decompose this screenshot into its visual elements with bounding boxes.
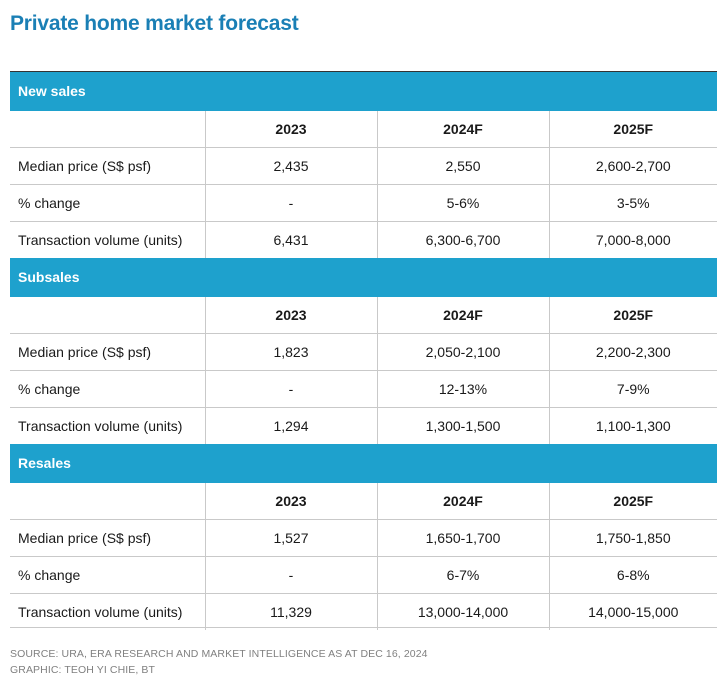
row-label: Median price (S$ psf) — [10, 333, 205, 371]
year-header-row: 2023 2024F 2025F — [10, 482, 718, 520]
year-header-cell: 2023 — [204, 110, 377, 148]
value-cell: 1,527 — [204, 519, 377, 557]
value-cell: 7,000-8,000 — [548, 221, 718, 258]
table-row: Median price (S$ psf) 2,435 2,550 2,600-2,7… — [10, 147, 718, 185]
year-header-cell: 2024F — [376, 482, 549, 520]
row-label: % change — [10, 370, 205, 408]
value-cell: 14,000-15,000 — [548, 593, 718, 630]
value-cell: 1,750-1,850 — [548, 519, 718, 557]
forecast-table-container: New sales 2023 2024F 2025F Median price (S$ … — [10, 71, 718, 630]
row-label: Transaction volume (units) — [18, 417, 183, 434]
value-cell: 2,600-2,700 — [548, 147, 718, 185]
table-row: Transaction volume (units) 6,431 6,300-6,7… — [10, 221, 718, 258]
graphic-credit: GRAPHIC: TEOH YI CHIE, BT — [10, 664, 156, 676]
value-cell: 3-5% — [548, 184, 718, 222]
year-header-row: 2023 2024F 2025F — [10, 110, 718, 148]
page-title: Private home market forecast — [10, 12, 299, 35]
year-header-cell: 2024F — [376, 296, 549, 334]
value-cell: 1,100-1,300 — [548, 407, 718, 444]
section-header-row: Subsales — [10, 258, 718, 297]
table-row: Median price (S$ psf) 1,823 2,050-2,100 2,2… — [10, 333, 718, 371]
row-label: % change — [10, 184, 205, 222]
year-header-cell: 2023 — [204, 296, 377, 334]
value-cell: 1,650-1,700 — [376, 519, 549, 557]
section-title: Resales — [10, 444, 718, 483]
value-cell: - — [204, 184, 377, 222]
table-row: % change -12-13% 7-9% — [10, 370, 718, 408]
section-title: New sales — [10, 72, 718, 111]
value-cell: 2,435 — [204, 147, 377, 185]
table-row: Transaction volume (units) 1,294 1,300-1,5… — [10, 407, 718, 444]
section-header-row: Resales — [10, 444, 718, 483]
value-cell: 2,050-2,100 — [376, 333, 549, 371]
year-header-row: 2023 2024F 2025F — [10, 296, 718, 334]
value-cell: 7-9% — [548, 370, 718, 408]
forecast-table: New sales 2023 2024F 2025F Median price (S$ … — [10, 72, 718, 630]
header-blank-cell — [10, 110, 205, 148]
footer: SOURCE: URA, ERA RESEARCH AND MARKET INT… — [10, 646, 428, 678]
table-row: Median price (S$ psf) 1,527 1,650-1,700 1,7… — [10, 519, 718, 557]
section-header-row: New sales — [10, 72, 718, 111]
value-cell: 6,431 — [204, 221, 377, 258]
row-label: Median price (S$ psf) — [10, 147, 205, 185]
value-cell: 13,000-14,000 — [376, 593, 549, 630]
row-label: Transaction volume (units) — [18, 231, 183, 248]
value-cell: 1,294 — [204, 407, 377, 444]
value-cell: 2,550 — [376, 147, 549, 185]
source-note: SOURCE: URA, ERA RESEARCH AND MARKET INT… — [10, 648, 428, 660]
value-cell: - — [204, 370, 377, 408]
value-cell: 6,300-6,700 — [376, 221, 549, 258]
year-header-cell: 2025F — [548, 110, 718, 148]
value-cell: 6-7% — [376, 556, 549, 594]
table-row: Transaction volume (units) 11,329 13,000-1… — [10, 593, 718, 630]
section-title: Subsales — [10, 258, 718, 297]
value-cell: 1,300-1,500 — [376, 407, 549, 444]
value-cell: 11,329 — [204, 593, 377, 630]
value-cell: - — [204, 556, 377, 594]
row-label: % change — [10, 556, 205, 594]
value-cell: 5-6% — [376, 184, 549, 222]
header-blank-cell — [10, 482, 205, 520]
value-cell: 12-13% — [376, 370, 549, 408]
table-row: % change -5-6% 3-5% — [10, 184, 718, 222]
table-row: % change -6-7% 6-8% — [10, 556, 718, 594]
row-label: Transaction volume (units) — [18, 603, 183, 620]
footer-divider — [10, 627, 717, 628]
year-header-cell: 2023 — [204, 482, 377, 520]
year-header-cell: 2025F — [548, 296, 718, 334]
value-cell: 6-8% — [548, 556, 718, 594]
year-header-cell: 2025F — [548, 482, 718, 520]
year-header-cell: 2024F — [376, 110, 549, 148]
row-label: Median price (S$ psf) — [10, 519, 205, 557]
header-blank-cell — [10, 296, 205, 334]
value-cell: 2,200-2,300 — [548, 333, 718, 371]
value-cell: 1,823 — [204, 333, 377, 371]
